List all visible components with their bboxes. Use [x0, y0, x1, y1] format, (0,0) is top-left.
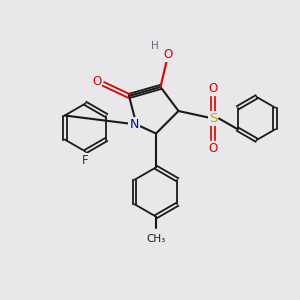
Text: O: O: [208, 82, 217, 95]
Text: F: F: [82, 154, 89, 167]
Text: O: O: [208, 142, 217, 155]
Text: O: O: [164, 48, 172, 62]
Text: H: H: [151, 41, 159, 51]
Text: S: S: [209, 112, 217, 125]
Text: O: O: [92, 75, 101, 88]
Text: N: N: [129, 118, 139, 131]
Text: CH₃: CH₃: [146, 234, 166, 244]
